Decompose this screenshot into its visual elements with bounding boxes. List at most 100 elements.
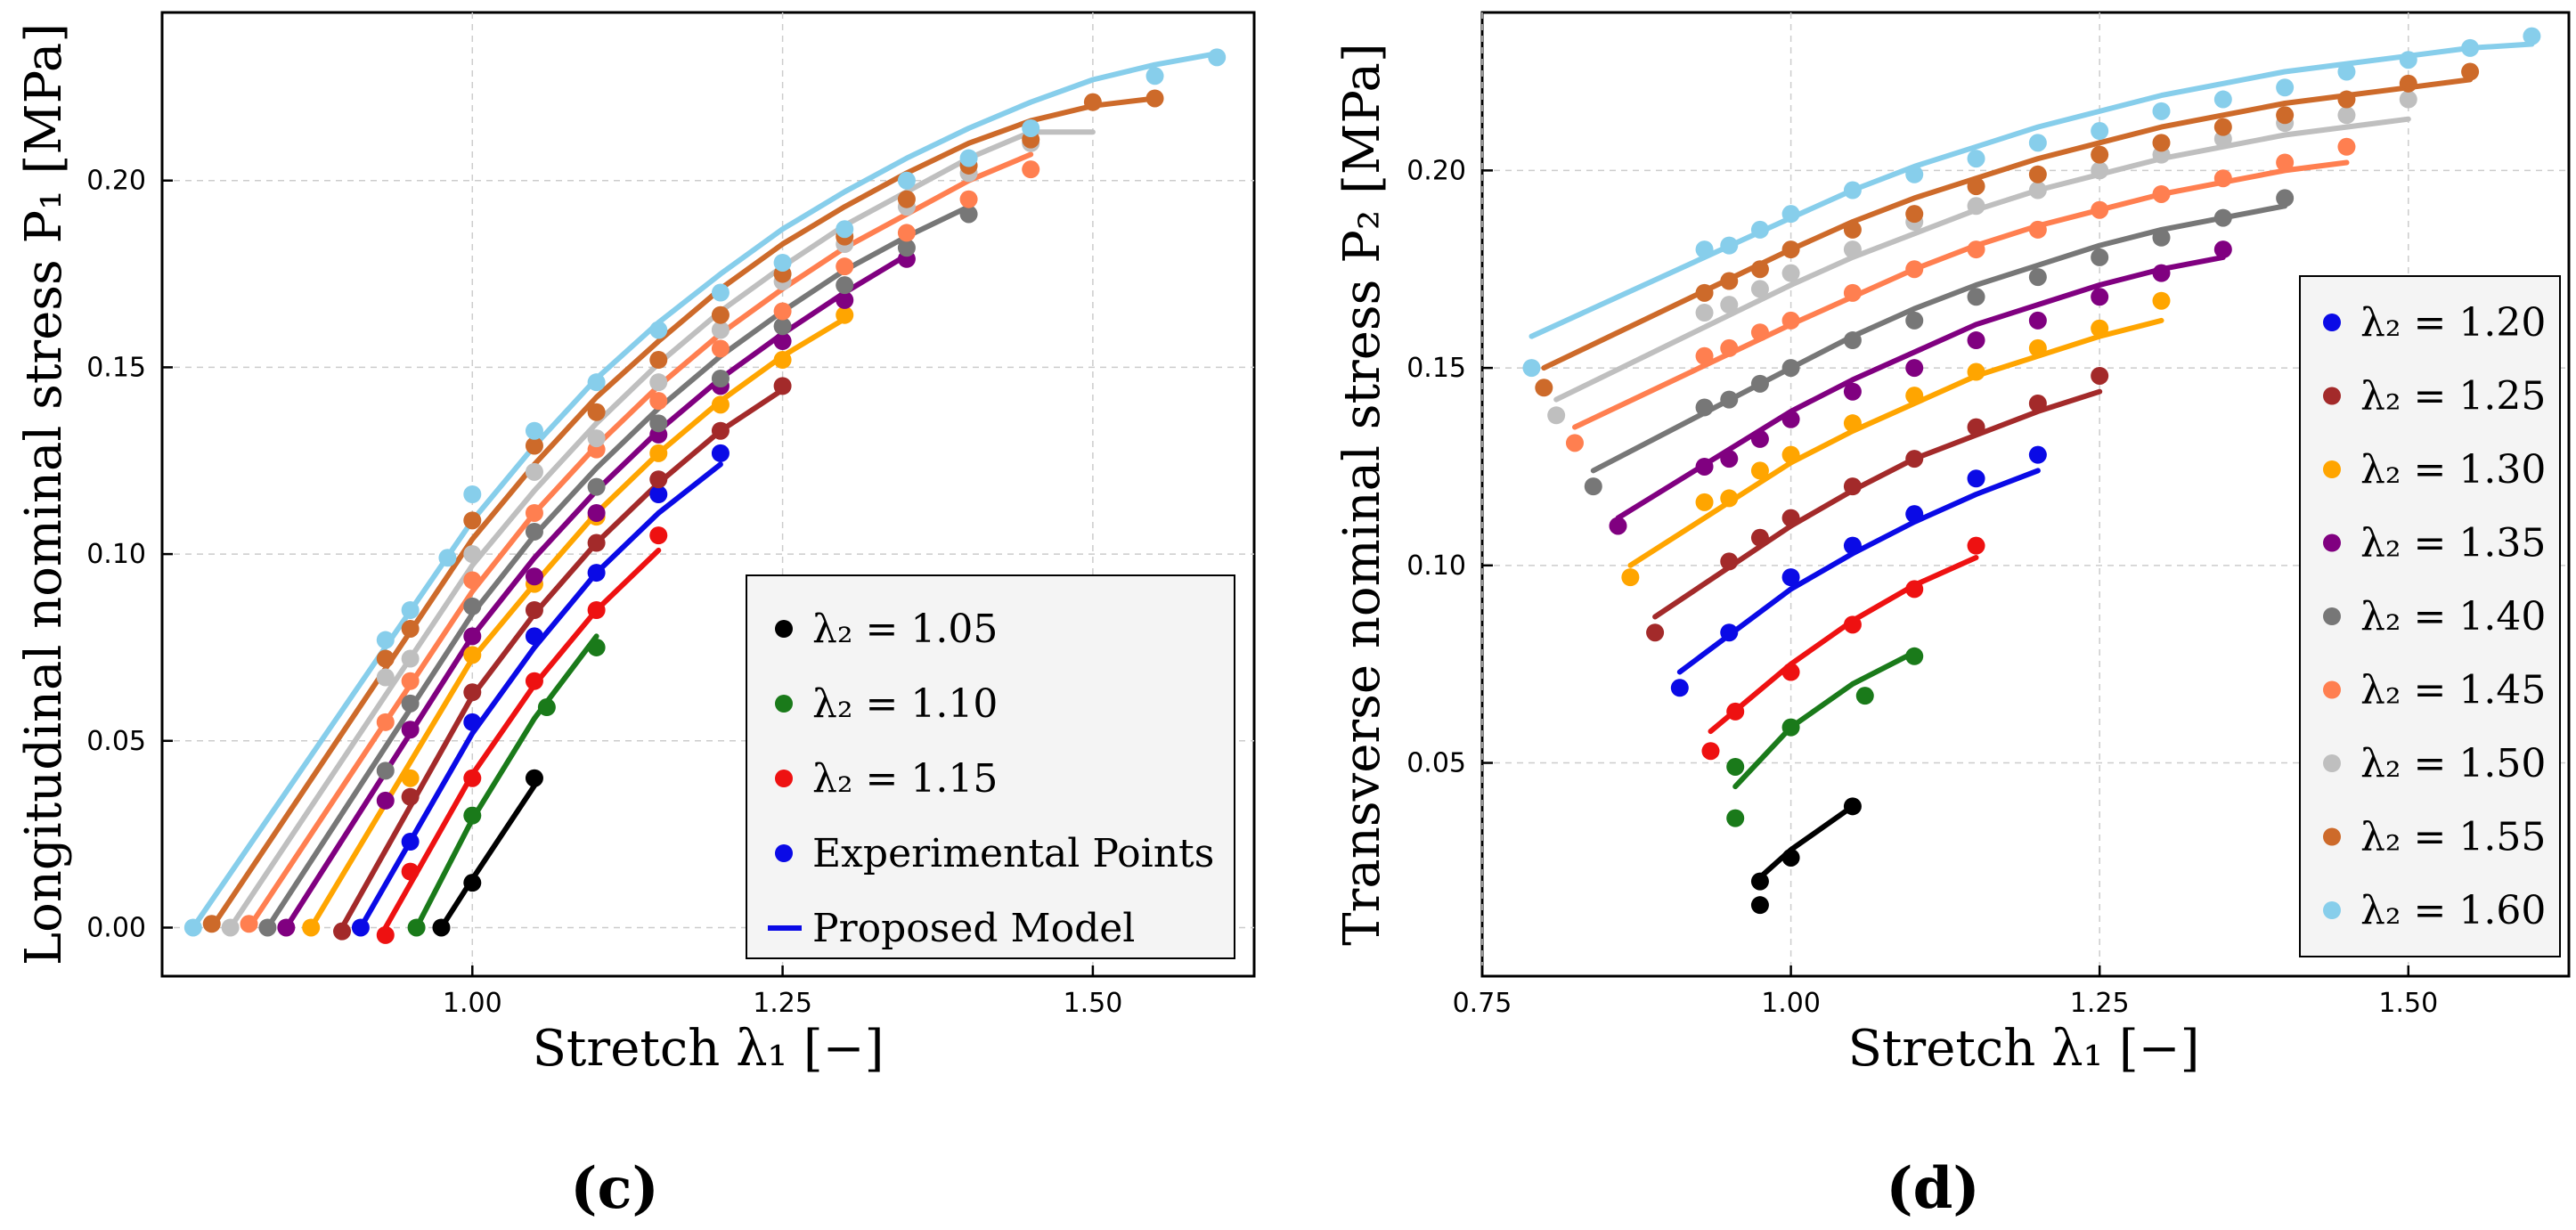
d-data-point	[1720, 236, 1739, 255]
d-data-point	[2461, 62, 2480, 81]
d-data-point	[1781, 311, 1800, 330]
d-data-point	[1750, 528, 1769, 547]
d-data-point	[2337, 90, 2356, 109]
c-data-point	[463, 806, 482, 825]
d-data-point	[1905, 260, 1924, 279]
d-data-point	[1522, 359, 1541, 378]
d-data-point	[1565, 434, 1584, 452]
d-data-point	[1967, 240, 1985, 259]
d-data-point	[1720, 390, 1739, 409]
d-data-point	[2337, 62, 2356, 81]
panel-c-y-ticks: 0.00 0.05 0.10 0.15 0.20	[86, 166, 173, 943]
d-data-point	[1855, 687, 1874, 705]
c-data-point	[463, 683, 482, 702]
d-data-point	[1967, 362, 1985, 381]
d-data-point	[2028, 268, 2047, 287]
d-data-point	[2152, 291, 2171, 310]
d-data-point	[1750, 461, 1769, 480]
d-legend-point-marker	[2323, 680, 2341, 699]
c-data-point	[376, 762, 395, 780]
c-y-tick-label: 0.00	[86, 912, 146, 943]
c-y-tick-label: 0.15	[86, 352, 146, 383]
c-data-point	[202, 915, 221, 933]
d-legend-label: λ₂ = 1.50	[2360, 741, 2546, 786]
d-data-point	[1967, 150, 1985, 168]
d-model-curve	[1528, 41, 2535, 339]
c-data-point	[711, 421, 730, 440]
panel-c-experimental-points	[183, 48, 1227, 944]
d-data-point	[1646, 623, 1665, 642]
d-model-curve	[1615, 254, 2226, 521]
c-data-point	[463, 627, 482, 646]
c-legend-point-marker	[775, 770, 793, 787]
c-data-point	[463, 769, 482, 787]
d-data-point	[2028, 165, 2047, 183]
d-data-point	[1750, 374, 1769, 393]
c-data-point	[836, 305, 854, 324]
d-legend-point-marker	[2323, 314, 2341, 331]
d-data-point	[1726, 702, 1745, 721]
d-model-curve	[1627, 317, 2164, 568]
c-data-point	[525, 522, 543, 541]
c-data-point	[711, 339, 730, 358]
c-data-point	[1145, 67, 1164, 86]
d-data-point	[1535, 379, 1553, 397]
d-data-point	[1781, 205, 1800, 224]
d-data-point	[1584, 477, 1602, 496]
d-data-point	[1843, 220, 1862, 239]
c-data-point	[376, 649, 395, 668]
c-data-point	[351, 918, 370, 937]
d-data-point	[2213, 208, 2232, 227]
panel-c-y-axis-title: Longitudinal nominal stress P₁ [MPa]	[15, 23, 73, 965]
c-data-point	[1022, 160, 1040, 179]
c-data-point	[711, 321, 730, 339]
d-data-point	[1720, 272, 1739, 290]
d-data-point	[1695, 398, 1714, 417]
d-data-point	[2028, 338, 2047, 357]
c-data-point	[401, 694, 420, 713]
d-data-point	[1750, 429, 1769, 448]
d-data-point	[1905, 580, 1924, 599]
c-data-point	[649, 321, 668, 339]
d-data-point	[1750, 323, 1769, 342]
c-data-point	[959, 205, 978, 224]
panel-c-x-axis-title: Stretch λ₁ [−]	[533, 1020, 884, 1078]
c-legend-point-marker	[775, 620, 793, 638]
d-data-point	[1905, 505, 1924, 524]
c-data-point	[463, 713, 482, 731]
c-data-point	[463, 597, 482, 615]
panel-d-x-axis-title: Stretch λ₁ [−]	[1848, 1020, 2200, 1078]
c-data-point	[525, 421, 543, 440]
panel-c-legend: λ₂ = 1.05 λ₂ = 1.10 λ₂ = 1.15 Experimental …	[746, 574, 1235, 959]
c-data-point	[463, 545, 482, 564]
c-model-curve	[357, 461, 723, 931]
d-data-point	[1781, 264, 1800, 282]
c-legend-label: λ₂ = 1.15	[812, 756, 998, 802]
panel-c-x-ticks: 1.00 1.25 1.50	[443, 965, 1122, 1019]
c-data-point	[463, 874, 482, 892]
d-data-point	[1781, 509, 1800, 527]
c-data-point	[537, 698, 556, 717]
c-data-point	[773, 351, 792, 370]
c-data-point	[401, 833, 420, 851]
c-model-curve	[227, 129, 1096, 931]
d-data-point	[1695, 283, 1714, 302]
d-data-point	[1726, 809, 1745, 827]
d-data-point	[1547, 406, 1566, 425]
d-data-point	[1905, 311, 1924, 330]
c-data-point	[897, 190, 916, 208]
c-data-point	[1083, 93, 1102, 111]
c-data-point	[773, 377, 792, 395]
d-data-point	[2091, 248, 2109, 266]
d-legend-label: λ₂ = 1.40	[2360, 594, 2546, 639]
d-data-point	[2028, 445, 2047, 464]
d-data-point	[1750, 260, 1769, 279]
d-y-tick-label: 0.15	[1406, 353, 1466, 384]
c-data-point	[649, 470, 668, 489]
d-data-point	[1726, 757, 1745, 776]
d-data-point	[1701, 742, 1720, 761]
c-data-point	[525, 436, 543, 455]
d-legend-point-marker	[2323, 827, 2341, 846]
d-legend-label: λ₂ = 1.20	[2360, 300, 2546, 346]
